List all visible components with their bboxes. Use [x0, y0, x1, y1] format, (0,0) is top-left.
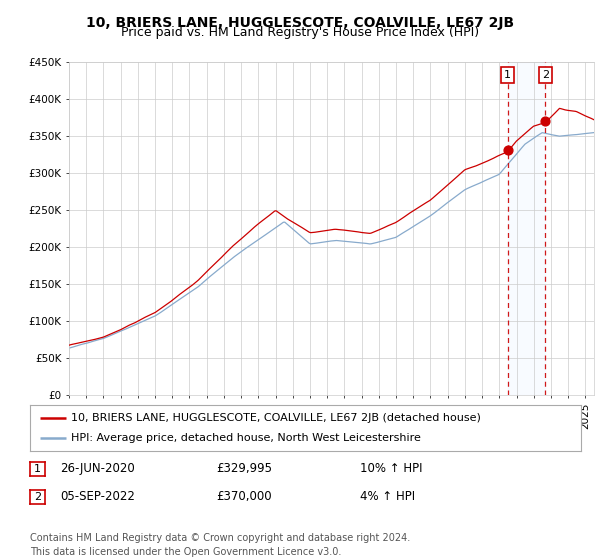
Text: 10, BRIERS LANE, HUGGLESCOTE, COALVILLE, LE67 2JB: 10, BRIERS LANE, HUGGLESCOTE, COALVILLE,… [86, 16, 514, 30]
Text: Contains HM Land Registry data © Crown copyright and database right 2024.
This d: Contains HM Land Registry data © Crown c… [30, 533, 410, 557]
Point [503, 146, 512, 155]
Bar [508, 62, 545, 395]
Text: HPI: Average price, detached house, North West Leicestershire: HPI: Average price, detached house, Nort… [71, 433, 421, 444]
Text: 4% ↑ HPI: 4% ↑ HPI [360, 490, 415, 503]
Text: £329,995: £329,995 [216, 462, 272, 475]
Text: 05-SEP-2022: 05-SEP-2022 [60, 490, 135, 503]
Text: 1: 1 [34, 464, 41, 474]
Text: 2: 2 [34, 492, 41, 502]
Text: £370,000: £370,000 [216, 490, 272, 503]
Text: 1: 1 [504, 70, 511, 80]
Point [541, 116, 550, 125]
Text: 2: 2 [542, 70, 549, 80]
Text: 10% ↑ HPI: 10% ↑ HPI [360, 462, 422, 475]
Text: 26-JUN-2020: 26-JUN-2020 [60, 462, 135, 475]
Text: 10, BRIERS LANE, HUGGLESCOTE, COALVILLE, LE67 2JB (detached house): 10, BRIERS LANE, HUGGLESCOTE, COALVILLE,… [71, 413, 481, 423]
Text: Price paid vs. HM Land Registry's House Price Index (HPI): Price paid vs. HM Land Registry's House … [121, 26, 479, 39]
